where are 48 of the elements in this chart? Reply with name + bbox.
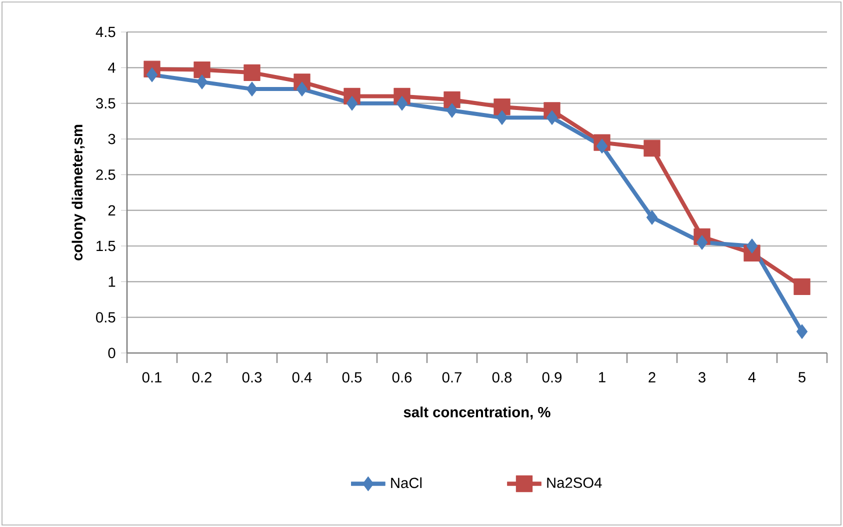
y-axis-title: colony diameter,sm: [72, 124, 86, 260]
x-tick-label: 0.6: [392, 372, 412, 383]
y-tick-label: 4.5: [96, 26, 116, 38]
x-tick-label: 0.1: [142, 372, 162, 383]
x-axis-title: salt concentration, %: [404, 406, 550, 420]
y-tick-label: 3: [108, 134, 116, 144]
point: [246, 82, 258, 96]
y-tick-label: 0.5: [96, 312, 116, 323]
x-tick-label: 0.9: [542, 372, 562, 383]
point: [444, 91, 460, 108]
x-tick-label: 0.8: [492, 372, 512, 383]
x-tick-label: 3: [698, 372, 706, 383]
x-tick-label: 0.2: [192, 372, 212, 383]
point: [494, 98, 510, 116]
x-tick-label: 0.3: [242, 372, 262, 383]
y-tick-label: 2.5: [96, 169, 116, 180]
point: [446, 103, 458, 118]
point: [596, 138, 608, 154]
y-tick-label: 4: [108, 62, 116, 73]
point: [646, 210, 658, 225]
point: [794, 278, 810, 295]
y-tick-label: 1: [108, 276, 116, 287]
y-tick-label: 3.5: [96, 98, 116, 109]
point: [396, 96, 408, 111]
point: [346, 96, 358, 111]
x-tick-label: 0.4: [292, 372, 312, 383]
point: [196, 74, 208, 90]
x-tick-label: 5: [798, 372, 806, 382]
point: [296, 82, 308, 96]
x-tick-label: 2: [648, 372, 656, 382]
point: [644, 140, 660, 157]
legend-label: Na2SO4: [547, 478, 602, 488]
y-tick-label: 0: [108, 348, 116, 358]
y-tick-label: 2: [108, 205, 116, 216]
x-tick-label: 0.5: [342, 372, 362, 383]
point: [194, 61, 210, 78]
x-tick-label: 0.7: [442, 372, 462, 383]
point: [796, 324, 808, 339]
point: [244, 64, 260, 81]
x-tick-label: 1: [599, 372, 606, 382]
point: [146, 67, 158, 82]
legend-label: NaCl: [391, 477, 422, 488]
point: [546, 110, 558, 125]
y-tick-label: 1.5: [96, 240, 116, 252]
point: [696, 235, 708, 250]
x-tick-label: 4: [748, 372, 756, 382]
point: [746, 238, 758, 254]
point: [496, 110, 508, 125]
